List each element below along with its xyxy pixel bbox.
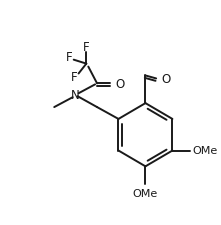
Text: F: F — [83, 41, 90, 54]
Text: O: O — [161, 73, 170, 86]
Text: F: F — [71, 71, 78, 84]
Text: F: F — [65, 51, 72, 64]
Text: O: O — [116, 78, 125, 91]
Text: OMe: OMe — [192, 146, 217, 155]
Text: OMe: OMe — [133, 189, 158, 199]
Text: N: N — [71, 89, 80, 102]
